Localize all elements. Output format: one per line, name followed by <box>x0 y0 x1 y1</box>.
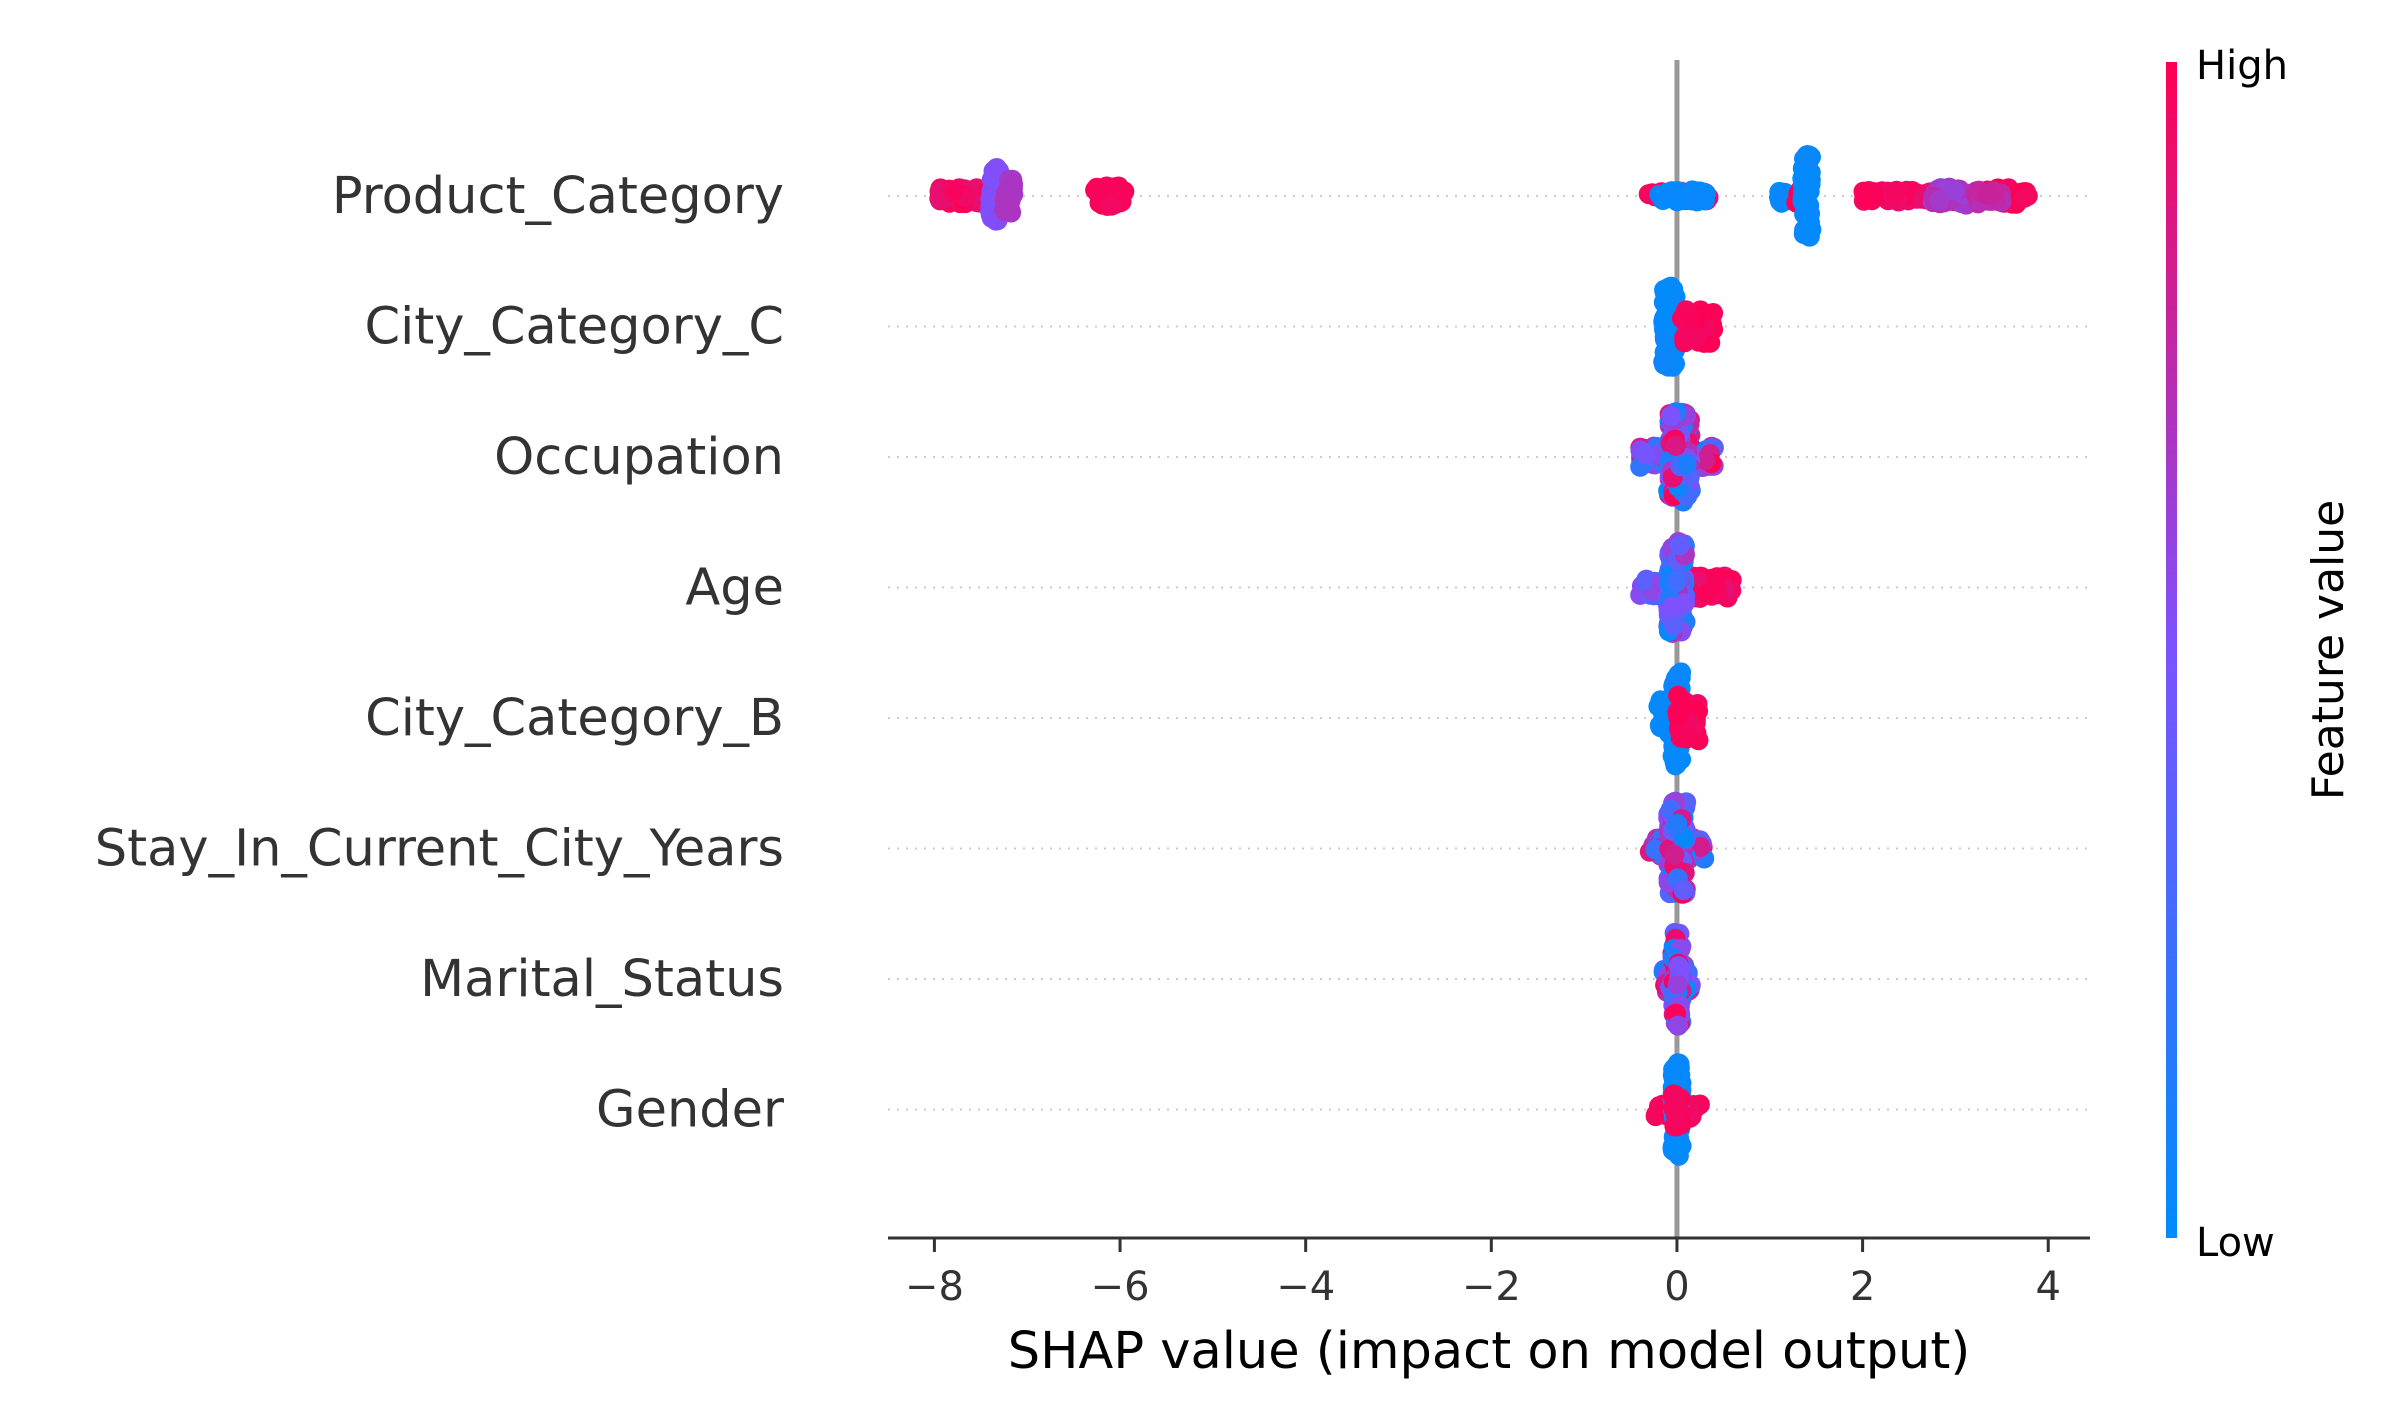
colorbar: High Low Feature value <box>2166 43 2354 1266</box>
point <box>1665 435 1686 456</box>
x-axis-title: SHAP value (impact on model output) <box>1008 1322 1971 1381</box>
feature-label-3: Age <box>685 559 784 618</box>
feature-label-2: Occupation <box>494 428 784 487</box>
point <box>1667 571 1687 592</box>
feature-row-6 <box>1653 922 1701 1036</box>
colorbar-low-label: Low <box>2196 1220 2275 1266</box>
point <box>1664 844 1685 865</box>
point <box>1666 1106 1687 1127</box>
point <box>1669 535 1690 556</box>
x-tick-label-4: 0 <box>1664 1264 1689 1310</box>
point <box>1886 180 1907 201</box>
point <box>1667 1015 1688 1036</box>
point <box>1636 569 1657 590</box>
point <box>1003 174 1023 195</box>
point <box>1654 279 1675 300</box>
x-tick-label-1: −6 <box>1091 1264 1150 1310</box>
colorbar-gradient <box>2166 62 2177 1238</box>
feature-row-0 <box>929 145 2038 247</box>
point <box>1666 754 1687 775</box>
x-tick-label-0: −8 <box>905 1264 964 1310</box>
point <box>1696 584 1717 604</box>
point <box>1944 180 1965 201</box>
feature-row-5 <box>1639 791 1715 904</box>
point <box>1676 728 1697 749</box>
point <box>1668 956 1689 976</box>
x-tick-label-5: 2 <box>1850 1264 1875 1310</box>
point <box>2014 187 2035 208</box>
point <box>1673 880 1694 901</box>
feature-row-7 <box>1645 1053 1710 1166</box>
point <box>1662 596 1683 617</box>
point <box>1687 191 1708 212</box>
point <box>1663 615 1684 636</box>
point <box>1109 179 1130 200</box>
feature-row-1 <box>1653 276 1724 377</box>
point <box>1800 212 1820 233</box>
point <box>1664 1091 1685 1112</box>
point <box>1797 150 1818 171</box>
feature-row-3 <box>1630 532 1742 643</box>
row-gridlines <box>888 195 2090 1111</box>
point <box>1799 226 1820 247</box>
point <box>943 181 964 202</box>
x-tick-label-3: −2 <box>1462 1264 1521 1310</box>
colorbar-high-label: High <box>2196 43 2288 89</box>
feature-row-4 <box>1648 662 1709 776</box>
feature-label-4: City_Category_B <box>365 689 784 748</box>
x-tick-label-2: −4 <box>1276 1264 1335 1310</box>
feature-label-5: Stay_In_Current_City_Years <box>95 820 784 879</box>
feature-label-1: City_Category_C <box>364 298 784 357</box>
point <box>1680 308 1701 329</box>
point <box>1929 190 1950 211</box>
point <box>1676 454 1697 474</box>
point <box>1636 444 1656 465</box>
point <box>1669 705 1690 726</box>
point <box>1101 195 1122 216</box>
point <box>1667 1136 1688 1157</box>
x-axis: −8 −6 −4 −2 0 2 4 <box>888 1236 2090 1310</box>
colorbar-title: Feature value <box>2303 500 2354 800</box>
point <box>1654 354 1674 375</box>
point <box>1660 406 1681 426</box>
feature-label-0: Product_Category <box>332 167 784 226</box>
point <box>1667 813 1688 834</box>
feature-labels: Product_Category City_Category_C Occupatio… <box>95 167 784 1140</box>
feature-label-6: Marital_Status <box>420 950 784 1009</box>
feature-row-2 <box>1630 402 1724 512</box>
point <box>1667 974 1688 995</box>
points-layer <box>929 145 2038 1166</box>
x-tick-label-6: 4 <box>2036 1264 2061 1310</box>
point <box>1686 327 1707 348</box>
point <box>986 158 1007 178</box>
point <box>1792 174 1813 195</box>
point <box>1976 184 1997 205</box>
point <box>1659 183 1680 204</box>
point <box>1695 450 1716 471</box>
point <box>1856 189 1877 210</box>
point <box>1690 836 1711 857</box>
feature-label-7: Gender <box>596 1081 784 1140</box>
